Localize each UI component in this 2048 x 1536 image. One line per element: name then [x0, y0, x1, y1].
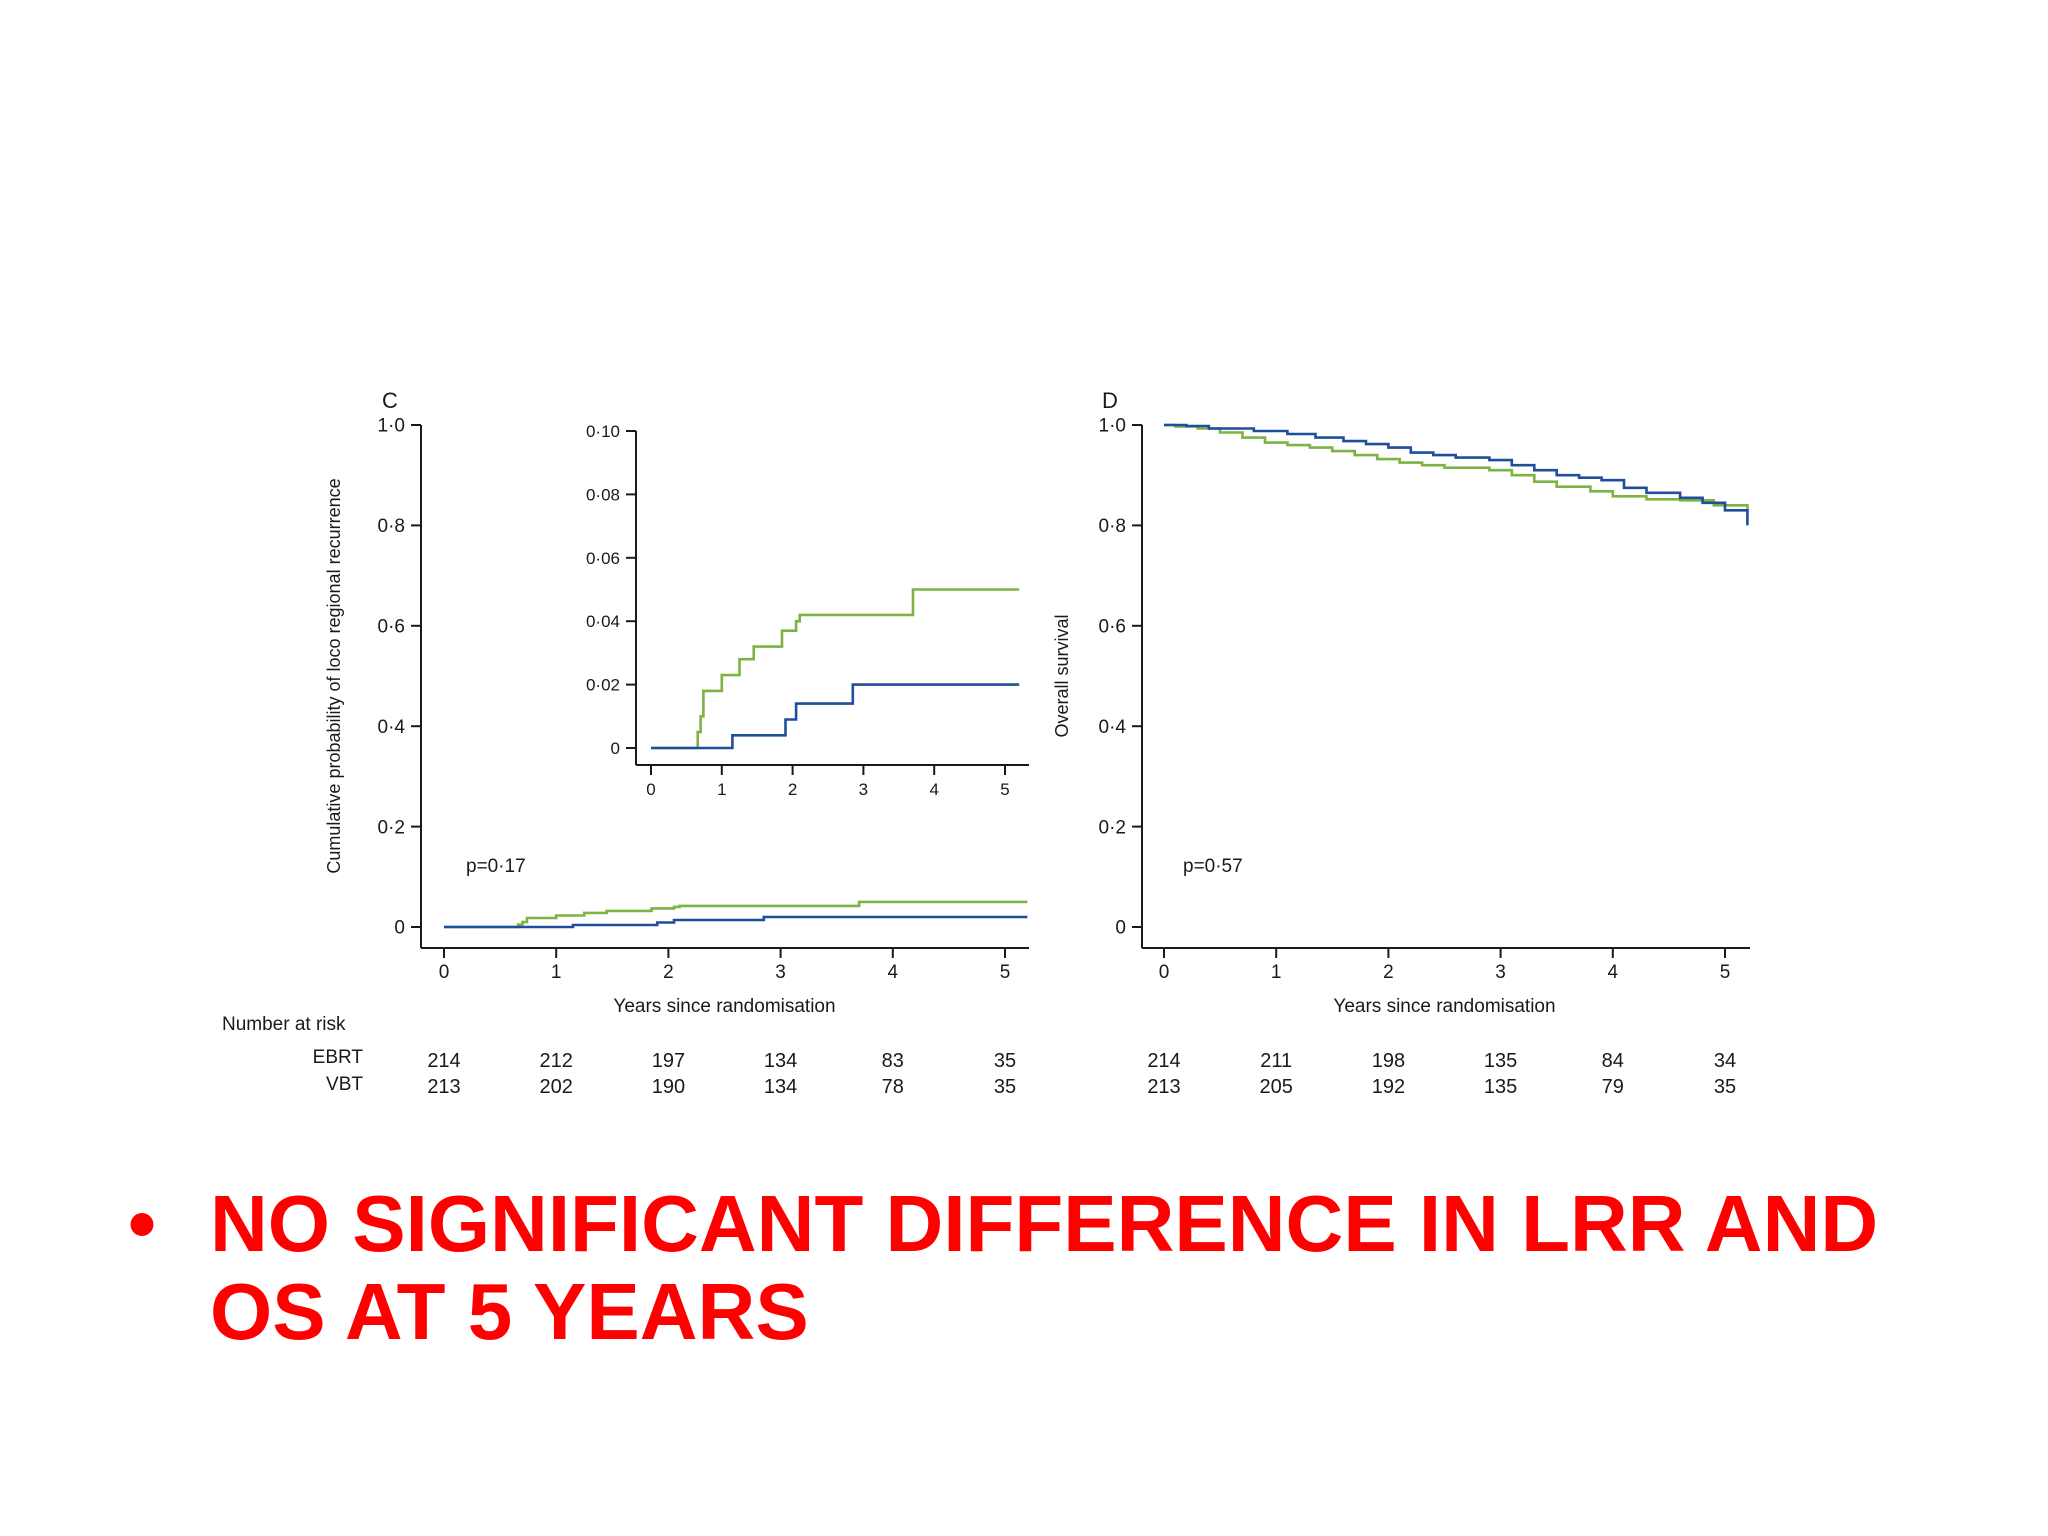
c-x-tick-label: 4 — [888, 962, 899, 983]
d-at-risk-ebrt: 84 — [1602, 1050, 1624, 1072]
c-vbt-curve — [444, 915, 1028, 929]
c-inset-x-tick-label: 2 — [788, 780, 797, 799]
d-panel-label: D — [1102, 388, 1118, 413]
c-p-value: p=0·17 — [466, 856, 526, 877]
c-y-axis-label: Cumulative probability of loco regional … — [324, 478, 344, 873]
c-at-risk-vbt: 202 — [540, 1076, 573, 1098]
d-at-risk-vbt: 213 — [1147, 1076, 1180, 1098]
c-at-risk-vbt: 134 — [764, 1076, 797, 1098]
c-x-tick-label: 1 — [551, 962, 562, 983]
d-y-tick-label: 1·0 — [1099, 416, 1126, 437]
c-at-risk-ebrt: 197 — [652, 1050, 685, 1072]
d-at-risk-vbt: 205 — [1260, 1076, 1293, 1098]
d-x-tick-label: 0 — [1159, 962, 1170, 983]
at-risk-label-vbt: VBT — [326, 1074, 363, 1095]
c-at-risk-ebrt: 83 — [882, 1050, 904, 1072]
c-y-tick-label: 0·6 — [378, 616, 405, 637]
c-ebrt-curve — [444, 900, 1028, 929]
conclusion-text: NO SIGNIFICANT DIFFERENCE IN LRR AND OS … — [210, 1179, 1879, 1356]
d-x-tick-label: 3 — [1495, 962, 1506, 983]
c-inset-x-tick-label: 5 — [1000, 780, 1009, 799]
c-y-tick-label: 0 — [394, 918, 405, 939]
d-at-risk-vbt: 135 — [1484, 1076, 1517, 1098]
d-at-risk-ebrt: 214 — [1147, 1050, 1180, 1072]
d-at-risk-vbt: 79 — [1602, 1076, 1624, 1098]
d-at-risk-ebrt: 198 — [1372, 1050, 1405, 1072]
c-inset-y-tick-label: 0·02 — [586, 676, 620, 695]
bullet-icon: • — [128, 1179, 157, 1268]
d-at-risk-ebrt: 34 — [1714, 1050, 1736, 1072]
c-x-axis-label: Years since randomisation — [613, 996, 835, 1017]
d-y-tick-label: 0·8 — [1099, 516, 1126, 537]
c-at-risk-vbt: 35 — [994, 1076, 1016, 1098]
d-vbt-curve — [1164, 423, 1749, 526]
c-inset-x-tick-label: 4 — [929, 780, 938, 799]
c-y-tick-label: 0·8 — [378, 516, 405, 537]
c-at-risk-ebrt: 134 — [764, 1050, 797, 1072]
c-panel-label: C — [382, 388, 398, 413]
c-inset-ebrt-curve — [651, 588, 1020, 750]
d-p-value: p=0·57 — [1183, 856, 1243, 877]
c-inset-y-tick-label: 0·06 — [586, 549, 620, 568]
c-x-tick-label: 3 — [775, 962, 786, 983]
c-at-risk-vbt: 78 — [882, 1076, 904, 1098]
d-ebrt-curve — [1164, 423, 1749, 513]
d-at-risk-vbt: 192 — [1372, 1076, 1405, 1098]
d-at-risk-ebrt: 211 — [1260, 1050, 1292, 1072]
d-x-axis-label: Years since randomisation — [1333, 996, 1555, 1017]
c-y-tick-label: 0·2 — [378, 817, 405, 838]
d-x-tick-label: 2 — [1383, 962, 1394, 983]
c-at-risk-ebrt: 212 — [540, 1050, 573, 1072]
c-at-risk-ebrt: 35 — [994, 1050, 1016, 1072]
c-inset-y-tick-label: 0·08 — [586, 485, 620, 504]
c-inset-vbt-curve — [651, 683, 1020, 750]
at-risk-label-ebrt: EBRT — [313, 1047, 364, 1068]
c-x-tick-label: 2 — [663, 962, 674, 983]
c-inset-x-tick-label: 3 — [859, 780, 868, 799]
c-at-risk-vbt: 213 — [427, 1076, 460, 1098]
number-at-risk-title: Number at risk — [222, 1014, 346, 1035]
d-y-tick-label: 0·4 — [1099, 717, 1127, 738]
c-y-tick-label: 0·4 — [378, 717, 406, 738]
c-inset-x-tick-label: 0 — [646, 780, 655, 799]
c-at-risk-ebrt: 214 — [427, 1050, 460, 1072]
d-y-tick-label: 0 — [1115, 918, 1126, 939]
d-x-tick-label: 4 — [1608, 962, 1619, 983]
d-at-risk-ebrt: 135 — [1484, 1050, 1517, 1072]
d-y-tick-label: 0·2 — [1099, 817, 1126, 838]
c-inset-y-tick-label: 0·10 — [586, 422, 620, 441]
d-x-tick-label: 5 — [1720, 962, 1731, 983]
d-y-axis-label: Overall survival — [1052, 614, 1072, 737]
d-at-risk-vbt: 35 — [1714, 1076, 1736, 1098]
d-y-tick-label: 0·6 — [1099, 616, 1126, 637]
c-x-tick-label: 5 — [1000, 962, 1011, 983]
c-inset-y-tick-label: 0 — [611, 739, 620, 758]
conclusion-bullet: • NO SIGNIFICANT DIFFERENCE IN LRR AND O… — [128, 1180, 1948, 1356]
c-y-tick-label: 1·0 — [378, 416, 405, 437]
c-inset-y-tick-label: 0·04 — [586, 612, 620, 631]
d-x-tick-label: 1 — [1271, 962, 1282, 983]
c-at-risk-vbt: 190 — [652, 1076, 685, 1098]
c-inset-x-tick-label: 1 — [717, 780, 726, 799]
c-x-tick-label: 0 — [439, 962, 450, 983]
